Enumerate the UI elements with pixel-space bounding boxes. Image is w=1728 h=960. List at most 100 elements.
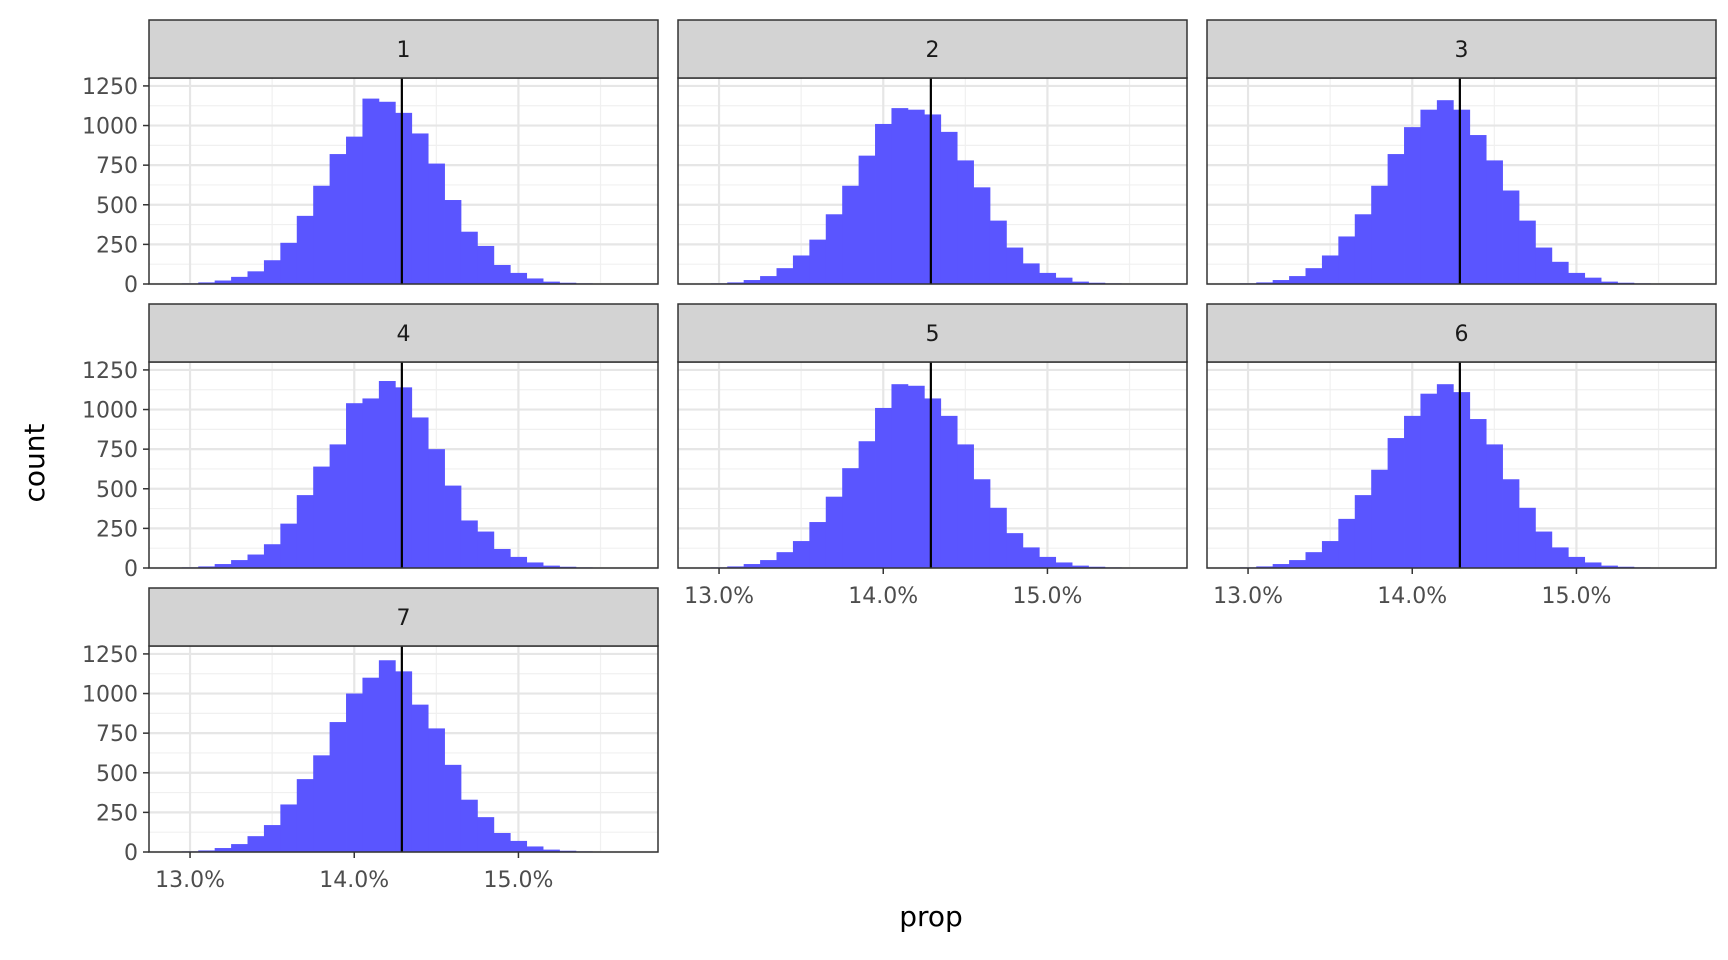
x-tick-label: 13.0%	[155, 868, 225, 893]
histogram-bar	[313, 466, 331, 568]
histogram-bar	[809, 239, 827, 284]
histogram-bar	[231, 560, 248, 568]
histogram-bar	[313, 185, 331, 284]
facet-strip	[148, 303, 659, 363]
histogram-bar	[543, 281, 560, 284]
x-tick-label: 14.0%	[319, 868, 389, 893]
histogram-bar	[493, 832, 511, 852]
histogram-bar	[989, 220, 1007, 284]
histogram-bar	[526, 846, 544, 852]
y-tick-label: 0	[124, 841, 138, 866]
histogram-bar	[1568, 272, 1586, 284]
histogram-bar	[1354, 495, 1372, 568]
y-tick-label: 250	[96, 233, 138, 258]
histogram-bar	[378, 101, 396, 285]
histogram-bar	[493, 264, 511, 284]
histogram-bar	[313, 755, 331, 852]
facet-panel-2: 2	[677, 19, 1188, 286]
histogram-bar	[395, 387, 413, 568]
histogram-bar	[460, 520, 478, 568]
histogram-bar	[1551, 261, 1569, 284]
x-tick-label: 13.0%	[684, 584, 754, 609]
histogram-bar	[460, 799, 478, 852]
histogram-bar	[1420, 393, 1438, 568]
y-tick-label: 1250	[82, 359, 138, 384]
histogram-bar	[378, 381, 396, 568]
histogram-bar	[1272, 564, 1290, 568]
histogram-bar	[1436, 384, 1454, 568]
histogram-bar	[1305, 268, 1323, 284]
histogram-bar	[543, 565, 560, 568]
histogram-bar	[1006, 247, 1024, 284]
histogram-bar	[296, 215, 314, 284]
histogram-bar	[1518, 507, 1536, 568]
histogram-bar	[1055, 277, 1073, 284]
histogram-bar	[875, 407, 892, 568]
histogram-bar	[411, 704, 429, 852]
histogram-bar	[891, 108, 909, 284]
histogram-bar	[280, 523, 298, 568]
histogram-bar	[875, 123, 892, 284]
histogram-bar	[1502, 190, 1520, 284]
histogram-bar	[263, 825, 281, 852]
histogram-bar	[1022, 547, 1040, 568]
x-tick-label: 15.0%	[1012, 584, 1082, 609]
histogram-bar	[1305, 552, 1323, 568]
histogram-bar	[1371, 185, 1389, 284]
histogram-bar	[842, 468, 860, 568]
x-tick-label: 14.0%	[1377, 584, 1447, 609]
histogram-bar	[1568, 556, 1586, 568]
histogram-bar	[1256, 566, 1274, 568]
histogram-bar	[1453, 109, 1471, 284]
histogram-bar	[1272, 280, 1290, 284]
histogram-bar	[727, 282, 745, 284]
histogram-bar	[247, 271, 265, 284]
histogram-bar	[1518, 220, 1536, 284]
histogram-bar	[924, 114, 942, 284]
histogram-bar	[444, 200, 462, 284]
y-tick-label: 500	[96, 478, 138, 503]
histogram-bar	[957, 160, 974, 284]
histogram-bar	[362, 98, 380, 284]
facet-strip-label: 7	[397, 606, 411, 631]
y-tick-label: 1250	[82, 643, 138, 668]
y-tick-label: 750	[96, 722, 138, 747]
facet-panel-4: 4 0 250 500 750 1000 1250	[82, 303, 659, 582]
histogram-bar	[1289, 276, 1306, 284]
histogram-bar	[1404, 127, 1421, 284]
histogram-bar	[280, 804, 298, 852]
histogram-bar	[444, 764, 462, 852]
facet-strip	[1206, 303, 1717, 363]
facet-strip	[677, 19, 1188, 79]
histogram-bar	[428, 163, 445, 284]
histogram-bar	[411, 417, 429, 568]
histogram-bar	[1436, 100, 1454, 284]
histogram-bar	[477, 531, 495, 568]
histogram-bar	[329, 722, 347, 852]
facet-panel-7: 7 0 250 500 750 1000 1250 13.0% 14.0% 15.0%	[82, 587, 659, 893]
histogram-bar	[1404, 415, 1421, 568]
facet-panel-3: 3	[1206, 19, 1717, 286]
histogram-bar	[296, 495, 314, 568]
histogram-bar	[247, 554, 265, 568]
histogram-bar	[428, 728, 445, 852]
y-tick-label: 250	[96, 517, 138, 542]
facet-panel-6: 6 13.0% 14.0% 15.0%	[1206, 303, 1717, 609]
y-tick-label: 1000	[82, 115, 138, 140]
x-axis-title: prop	[899, 900, 963, 933]
y-axis-title: count	[18, 423, 51, 502]
histogram-bar	[1039, 556, 1057, 568]
histogram-bar	[825, 496, 843, 568]
y-tick-label: 1250	[82, 75, 138, 100]
histogram-bar	[973, 479, 991, 568]
histogram-bar	[1535, 247, 1553, 284]
y-tick-label: 750	[96, 438, 138, 463]
histogram-bar	[263, 544, 281, 568]
histogram-bar	[1601, 565, 1618, 568]
histogram-bar	[1469, 419, 1487, 568]
histogram-bar	[460, 231, 478, 284]
histogram-bar	[776, 268, 794, 284]
facet-strip-label: 4	[397, 322, 411, 347]
histogram-bar	[1584, 277, 1602, 284]
